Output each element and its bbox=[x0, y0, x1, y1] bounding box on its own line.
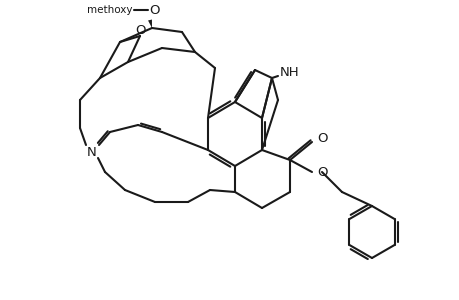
Text: O: O bbox=[316, 166, 326, 178]
Text: N: N bbox=[87, 146, 97, 158]
Text: O: O bbox=[150, 4, 160, 16]
Text: NH: NH bbox=[280, 65, 299, 79]
Polygon shape bbox=[148, 20, 151, 28]
Text: O: O bbox=[316, 131, 326, 145]
Text: methoxy: methoxy bbox=[87, 5, 133, 15]
Text: O: O bbox=[134, 23, 145, 37]
